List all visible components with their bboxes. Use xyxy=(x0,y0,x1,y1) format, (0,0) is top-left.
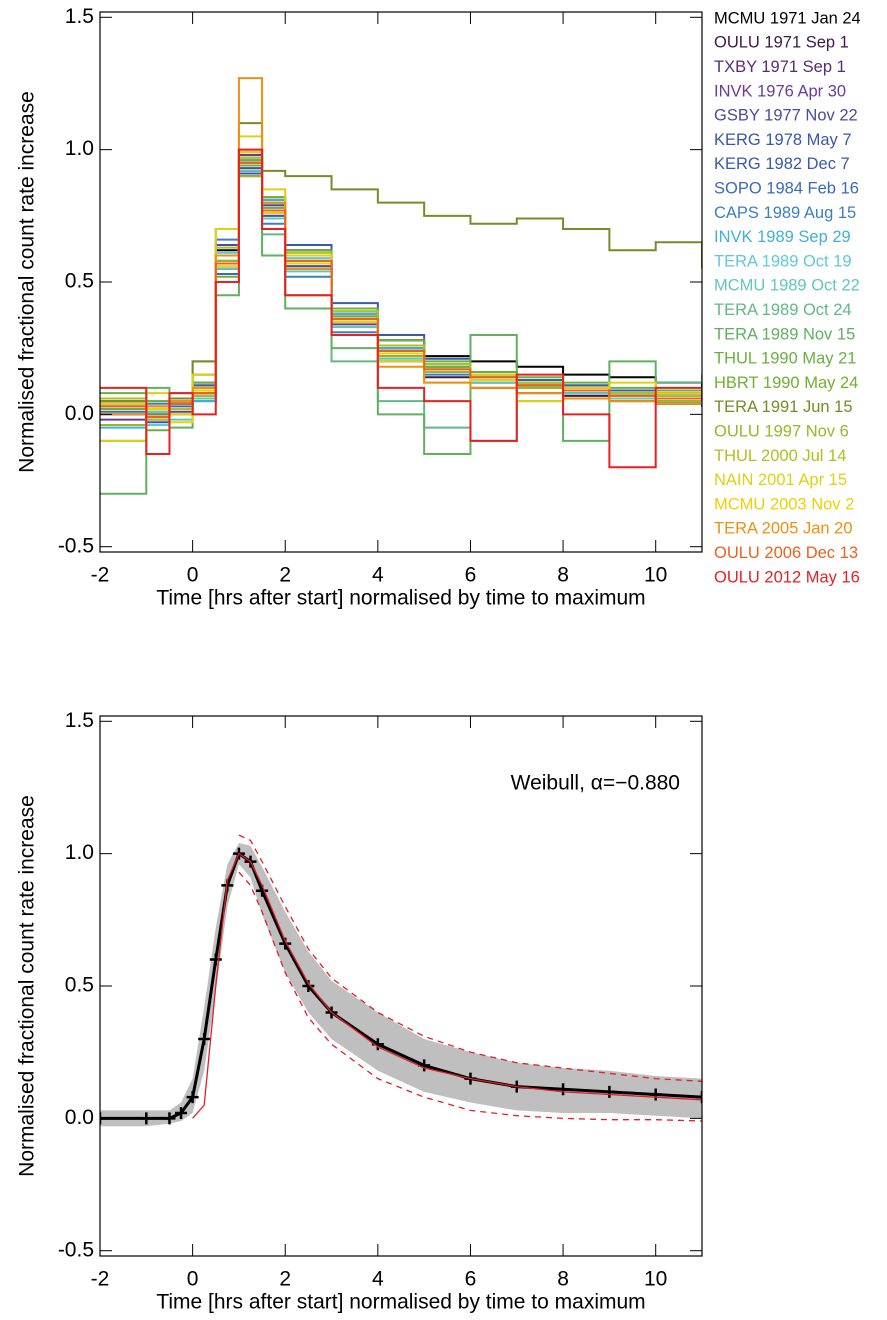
y-tick-label: -0.5 xyxy=(58,534,94,557)
legend-entry: OULU 2006 Dec 13 xyxy=(714,544,858,562)
legend-entry: THUL 2000 Jul 14 xyxy=(714,447,846,465)
legend-entry: GSBY 1977 Nov 22 xyxy=(714,107,858,125)
y-tick-label: 0.0 xyxy=(65,402,94,425)
x-tick-label: 6 xyxy=(465,564,477,587)
x-tick-label: 4 xyxy=(372,564,384,587)
series-line xyxy=(238,871,702,1122)
legend-entry: TERA 1989 Nov 15 xyxy=(714,325,855,343)
series-line xyxy=(100,148,702,469)
series-line xyxy=(238,834,702,1082)
point-marker xyxy=(603,1085,616,1098)
y-tick-label: -0.5 xyxy=(58,1238,94,1261)
annotation: Weibull, α=−0.880 xyxy=(511,772,680,795)
x-tick-label: 0 xyxy=(187,564,199,587)
x-tick-label: 10 xyxy=(644,564,667,587)
point-marker xyxy=(163,1112,176,1125)
series-line xyxy=(100,167,702,413)
x-tick-label: 2 xyxy=(279,564,291,587)
x-tick-label: 6 xyxy=(465,1268,477,1291)
chart: -2 0 2 4 6 8 10 -0.5 0.0 0.5 1.0 1.5 Time [hrs after… xyxy=(16,5,861,610)
spread-band xyxy=(100,843,702,1127)
series-line xyxy=(100,156,702,421)
legend-entry: NAIN 2001 Apr 15 xyxy=(714,471,847,489)
y-tick-label: 1.5 xyxy=(65,709,94,732)
x-tick-label: 2 xyxy=(279,1268,291,1291)
legend-entry: TERA 1989 Oct 19 xyxy=(714,252,852,270)
x-tick-label: 8 xyxy=(557,1268,569,1291)
legend-entry: TERA 1989 Oct 24 xyxy=(714,301,852,319)
legend-entry: THUL 1990 May 21 xyxy=(714,350,856,368)
legend-entry: INVK 1989 Sep 29 xyxy=(714,228,851,246)
y-tick-label: 1.0 xyxy=(65,137,94,160)
legend-entry: TERA 1991 Jun 15 xyxy=(714,398,853,416)
legend-entry: TERA 2005 Jan 20 xyxy=(714,520,853,538)
y-tick-label: 1.0 xyxy=(65,841,94,864)
point-marker xyxy=(186,1091,199,1104)
y-tick-label: 0.5 xyxy=(65,270,94,293)
legend-entry: OULU 1971 Sep 1 xyxy=(714,34,849,52)
point-marker xyxy=(418,1059,431,1072)
legend-entry: MCMU 1989 Oct 22 xyxy=(714,277,860,295)
plot-frame xyxy=(99,11,703,553)
legend-entry: OULU 2012 May 16 xyxy=(714,568,860,586)
legend-entry: MCMU 2003 Nov 2 xyxy=(714,495,854,513)
y-tick-label: 1.5 xyxy=(65,5,94,28)
series-line xyxy=(100,156,702,421)
x-tick-label: -2 xyxy=(91,564,110,587)
y-axis-label: Normalised fractional count rate increas… xyxy=(16,795,39,1177)
series-line xyxy=(100,172,702,411)
legend-entry: KERG 1978 May 7 xyxy=(714,131,852,149)
legend-entry: INVK 1976 Apr 30 xyxy=(714,82,846,100)
series-line xyxy=(100,122,702,416)
point-marker xyxy=(175,1107,188,1120)
x-axis-label: Time [hrs after start] normalised by tim… xyxy=(156,1291,645,1314)
point-marker xyxy=(696,1091,702,1104)
point-marker xyxy=(649,1088,662,1101)
point-marker xyxy=(140,1112,153,1125)
series-line xyxy=(100,153,702,421)
y-axis-label: Normalised fractional count rate increas… xyxy=(16,91,39,473)
y-tick-label: 0.5 xyxy=(65,974,94,997)
plot-frame xyxy=(99,715,703,1257)
x-tick-label: 4 xyxy=(372,1268,384,1291)
legend-entry: SOPO 1984 Feb 16 xyxy=(714,179,859,197)
series-line xyxy=(100,851,702,1120)
legend-entry: MCMU 1971 Jan 24 xyxy=(714,9,861,27)
legend: MCMU 1971 Jan 24 OULU 1971 Sep 1 TXBY 1971… xyxy=(714,9,861,586)
y-tick-label: 0.0 xyxy=(65,1106,94,1129)
series-line xyxy=(100,77,702,416)
x-tick-label: 8 xyxy=(557,564,569,587)
legend-entry: HBRT 1990 May 24 xyxy=(714,374,858,392)
x-tick-label: 10 xyxy=(644,1268,667,1291)
x-axis-label: Time [hrs after start] normalised by tim… xyxy=(156,587,645,610)
x-tick-label: -2 xyxy=(91,1268,110,1291)
legend-entry: TXBY 1971 Sep 1 xyxy=(714,58,846,76)
legend-entry: OULU 1997 Nov 6 xyxy=(714,422,849,440)
plot-area xyxy=(100,834,702,1127)
series-line xyxy=(100,161,702,418)
point-marker xyxy=(209,953,222,966)
series-line xyxy=(192,852,702,1119)
point-marker xyxy=(198,1032,211,1045)
series-line xyxy=(100,175,702,416)
legend-entry: CAPS 1989 Aug 15 xyxy=(714,204,856,222)
series-line xyxy=(100,169,702,416)
plot-area xyxy=(100,77,702,495)
x-tick-label: 0 xyxy=(187,1268,199,1291)
chart: -2 0 2 4 6 8 10 -0.5 0.0 0.5 1.0 1.5 Time [hrs after… xyxy=(16,709,703,1314)
legend-entry: KERG 1982 Dec 7 xyxy=(714,155,850,173)
series-line xyxy=(100,151,702,416)
series-line xyxy=(100,148,702,495)
point-marker xyxy=(557,1083,570,1096)
